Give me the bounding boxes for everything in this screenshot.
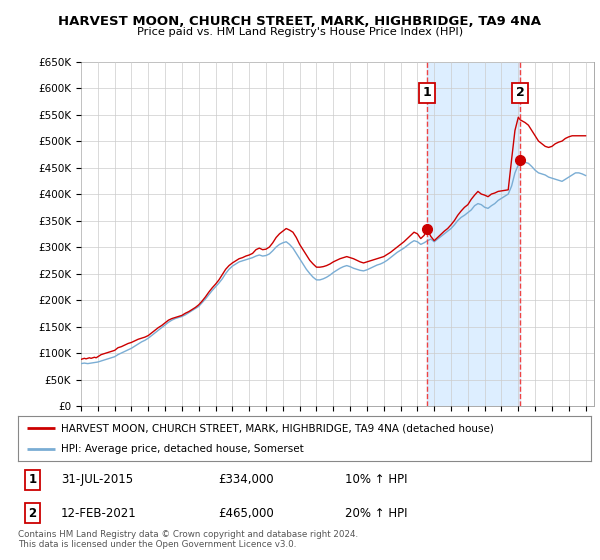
Text: 1: 1: [28, 473, 37, 486]
Text: Price paid vs. HM Land Registry's House Price Index (HPI): Price paid vs. HM Land Registry's House …: [137, 27, 463, 37]
Text: HPI: Average price, detached house, Somerset: HPI: Average price, detached house, Some…: [61, 444, 304, 454]
Text: £334,000: £334,000: [218, 473, 274, 486]
Text: 12-FEB-2021: 12-FEB-2021: [61, 507, 137, 520]
Text: Contains HM Land Registry data © Crown copyright and database right 2024.
This d: Contains HM Land Registry data © Crown c…: [18, 530, 358, 549]
Bar: [427, 62, 520, 406]
Text: 10% ↑ HPI: 10% ↑ HPI: [344, 473, 407, 486]
Text: £465,000: £465,000: [218, 507, 274, 520]
Text: HARVEST MOON, CHURCH STREET, MARK, HIGHBRIDGE, TA9 4NA (detached house): HARVEST MOON, CHURCH STREET, MARK, HIGHB…: [61, 423, 494, 433]
Text: 2: 2: [28, 507, 37, 520]
Text: 20% ↑ HPI: 20% ↑ HPI: [344, 507, 407, 520]
Text: 2: 2: [516, 86, 525, 99]
Text: 31-JUL-2015: 31-JUL-2015: [61, 473, 133, 486]
Text: 1: 1: [423, 86, 431, 99]
Text: HARVEST MOON, CHURCH STREET, MARK, HIGHBRIDGE, TA9 4NA: HARVEST MOON, CHURCH STREET, MARK, HIGHB…: [59, 15, 542, 27]
